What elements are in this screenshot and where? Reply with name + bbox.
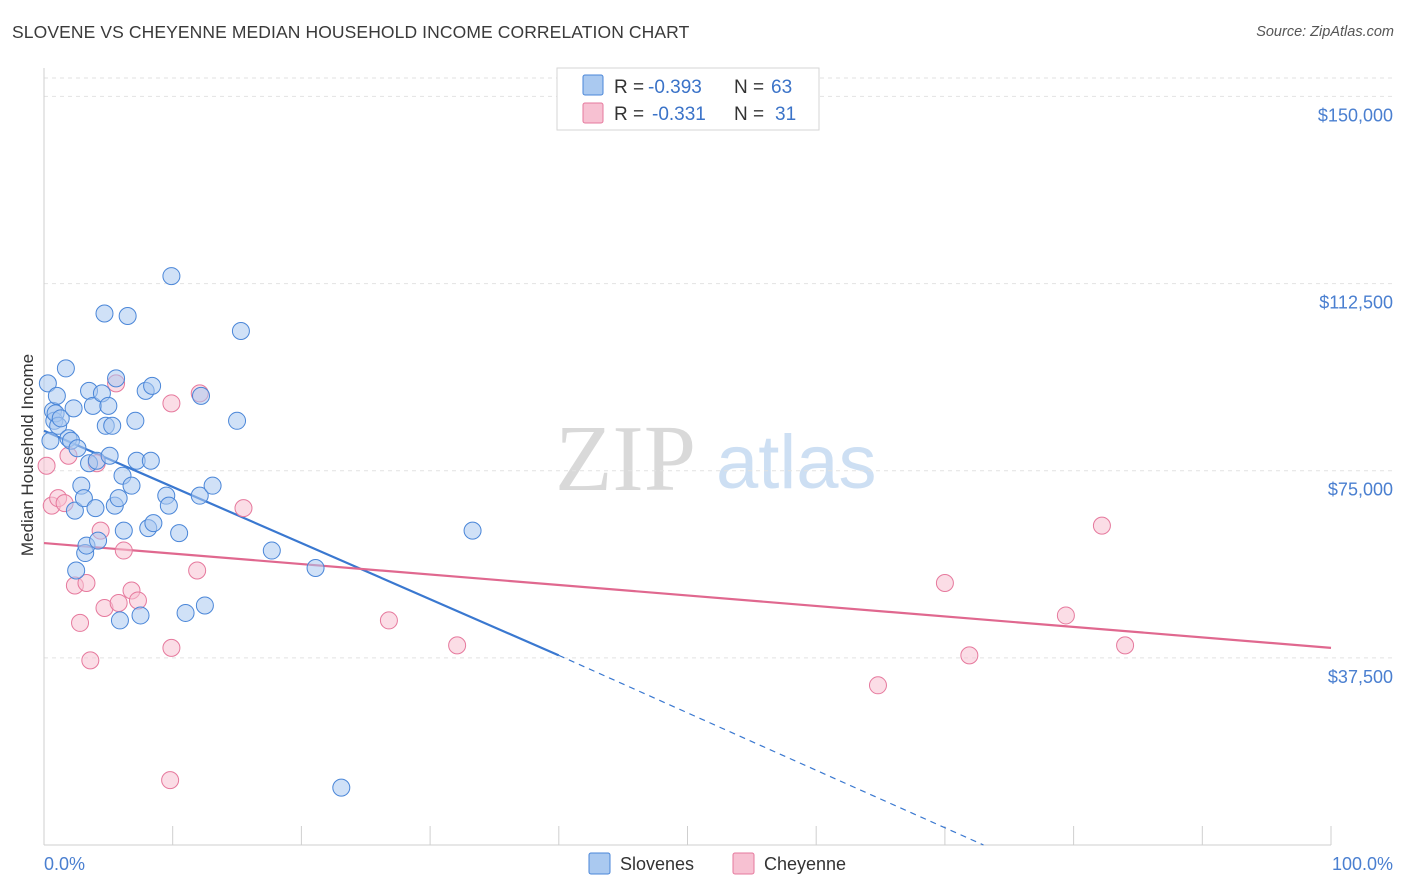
cheyenne-point-30 bbox=[1116, 636, 1135, 655]
y-axis-label: Median Household Income bbox=[18, 354, 37, 556]
series-legend: Slovenes Cheyenne bbox=[588, 852, 846, 875]
slovenes-point-22 bbox=[86, 499, 105, 518]
legend-r-label-1: R = bbox=[614, 77, 644, 98]
watermark-atlas: atlas bbox=[716, 420, 877, 505]
legend-n-label-1: N = bbox=[734, 77, 764, 98]
cheyenne-point-6 bbox=[71, 613, 90, 632]
slovenes-point-45 bbox=[143, 376, 162, 395]
x-tick-label-right: 100.0% bbox=[1332, 854, 1393, 874]
axes bbox=[43, 68, 1332, 846]
slovenes-point-60 bbox=[332, 778, 351, 797]
source-credit: Source: ZipAtlas.com bbox=[1256, 24, 1394, 40]
slovenes-point-44 bbox=[141, 451, 160, 470]
slovenes-point-50 bbox=[170, 524, 189, 543]
cheyenne-point-25 bbox=[868, 676, 887, 695]
trend-lines bbox=[43, 429, 1332, 846]
series-legend-label-slovenes: Slovenes bbox=[620, 854, 694, 874]
watermark-zip: ZIP bbox=[555, 407, 696, 511]
slovenes-point-37 bbox=[118, 307, 137, 326]
slovenes-point-29 bbox=[100, 446, 119, 465]
slovenes-point-49 bbox=[162, 267, 181, 286]
slovenes-point-55 bbox=[203, 476, 222, 495]
y-tick-label-2: $112,500 bbox=[1319, 293, 1393, 313]
legend-n-value-2: 31 bbox=[775, 104, 796, 125]
slovenes-point-58 bbox=[262, 541, 281, 560]
series-legend-label-cheyenne: Cheyenne bbox=[764, 854, 846, 874]
slovenes-point-38 bbox=[122, 476, 141, 495]
slovenes-point-48 bbox=[159, 496, 178, 515]
legend-swatch-slovenes bbox=[582, 74, 604, 96]
slovenes-point-7 bbox=[51, 409, 70, 428]
cheyenne-point-24 bbox=[448, 636, 467, 655]
chart-title: SLOVENE VS CHEYENNE MEDIAN HOUSEHOLD INC… bbox=[12, 22, 690, 42]
cheyenne-point-13 bbox=[109, 593, 128, 612]
cheyenne-point-7 bbox=[77, 574, 96, 592]
slovenes-point-16 bbox=[74, 489, 93, 508]
x-tick-label-left: 0.0% bbox=[44, 854, 85, 874]
cheyenne-point-17 bbox=[161, 771, 180, 790]
slovenes-point-30 bbox=[103, 416, 122, 435]
slovenes-point-28 bbox=[99, 396, 118, 415]
cheyenne-point-19 bbox=[162, 638, 181, 657]
trendline-cheyenne bbox=[43, 541, 1332, 649]
cheyenne-point-23 bbox=[379, 611, 398, 630]
slovenes-point-26 bbox=[95, 304, 114, 323]
legend-n-label-2: N = bbox=[734, 104, 764, 125]
series-legend-swatch-cheyenne bbox=[732, 852, 755, 875]
slovenes-point-46 bbox=[144, 514, 163, 533]
slovenes-point-54 bbox=[195, 596, 214, 615]
slovenes-point-5 bbox=[47, 386, 66, 405]
cheyenne-point-16 bbox=[128, 591, 147, 610]
slovenes-point-39 bbox=[126, 411, 145, 430]
cheyenne-point-0 bbox=[37, 456, 56, 475]
y-tick-labels: $37,500 $75,000 $112,500 $150,000 bbox=[1318, 105, 1393, 686]
slovenes-point-36 bbox=[114, 521, 133, 540]
legend-r-value-1: -0.393 bbox=[648, 77, 702, 98]
cheyenne-point-26 bbox=[935, 574, 954, 592]
slovenes-point-33 bbox=[109, 489, 128, 508]
y-tick-label-1: $75,000 bbox=[1328, 480, 1393, 500]
cheyenne-point-14 bbox=[114, 541, 133, 560]
slovenes-points bbox=[38, 267, 482, 797]
cheyenne-point-18 bbox=[162, 394, 181, 413]
cheyenne-point-29 bbox=[1092, 516, 1111, 535]
slovenes-point-11 bbox=[64, 399, 83, 418]
legend-r-value-2: -0.331 bbox=[652, 104, 706, 125]
slovenes-point-51 bbox=[176, 603, 195, 622]
slovenes-point-8 bbox=[56, 359, 75, 378]
trendline-slovenes bbox=[43, 429, 560, 657]
cheyenne-point-27 bbox=[960, 646, 979, 665]
correlation-legend: R = -0.393 N = 63 R = -0.331 N = 31 bbox=[556, 67, 820, 131]
zipatlas-watermark: ZIP atlas bbox=[555, 407, 877, 511]
legend-r-label-2: R = bbox=[614, 104, 644, 125]
y-tick-label-3: $150,000 bbox=[1318, 105, 1393, 125]
slovenes-point-0 bbox=[38, 374, 57, 393]
legend-n-value-1: 63 bbox=[771, 77, 792, 98]
slovenes-point-59 bbox=[306, 559, 325, 578]
cheyenne-point-20 bbox=[188, 561, 207, 580]
cheyenne-point-28 bbox=[1056, 606, 1075, 625]
slovenes-point-52 bbox=[190, 486, 209, 505]
slovenes-point-1 bbox=[41, 431, 60, 450]
slovenes-point-61 bbox=[463, 521, 482, 540]
series-legend-swatch-slovenes bbox=[588, 852, 611, 875]
gridlines bbox=[44, 77, 1393, 659]
slovenes-point-57 bbox=[231, 321, 250, 340]
slovenes-point-12 bbox=[65, 501, 84, 520]
cheyenne-point-22 bbox=[234, 499, 253, 518]
slovenes-point-13 bbox=[67, 561, 86, 580]
slovenes-point-32 bbox=[107, 369, 126, 388]
y-tick-label-0: $37,500 bbox=[1328, 667, 1393, 687]
trendline-extension-slovenes bbox=[558, 654, 984, 846]
slovenes-point-34 bbox=[110, 611, 129, 630]
slovenes-point-14 bbox=[68, 439, 87, 458]
legend-swatch-cheyenne bbox=[582, 102, 604, 124]
slovenes-point-24 bbox=[89, 531, 108, 550]
slovenes-point-41 bbox=[131, 606, 150, 625]
slovenes-point-56 bbox=[228, 411, 247, 430]
cheyenne-point-8 bbox=[81, 651, 100, 670]
slovenes-point-53 bbox=[192, 386, 211, 405]
